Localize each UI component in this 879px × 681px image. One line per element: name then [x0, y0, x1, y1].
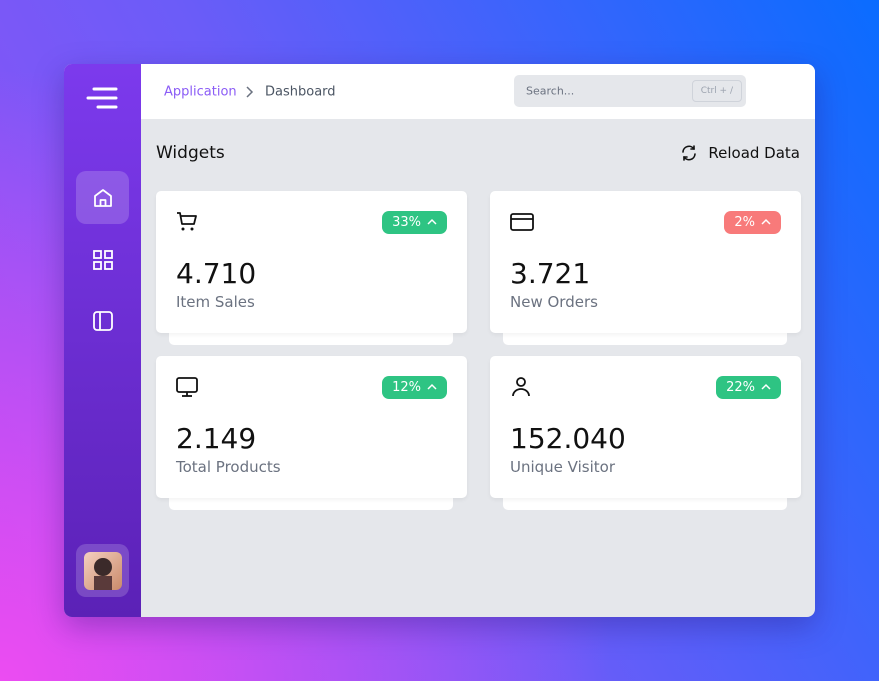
- nav-home[interactable]: [76, 171, 129, 224]
- trend-arrow: [761, 380, 771, 395]
- widget-card[interactable]: 12% 2.149 Total Products: [156, 356, 467, 498]
- widget-icon: [176, 211, 200, 237]
- reload-label: Reload Data: [708, 144, 800, 162]
- widget-icon: [176, 376, 200, 402]
- search-shortcut: Ctrl + /: [691, 80, 742, 102]
- change-value: 12%: [392, 380, 421, 395]
- widget-card[interactable]: 33% 4.710 Item Sales: [156, 191, 467, 333]
- change-badge: 2%: [724, 211, 781, 234]
- change-value: 2%: [734, 215, 755, 230]
- widget-value: 4.710: [176, 257, 257, 290]
- trend-arrow: [427, 215, 437, 230]
- change-badge: 12%: [382, 376, 447, 399]
- widget-label: New Orders: [510, 293, 598, 311]
- breadcrumb-separator: [246, 86, 254, 98]
- nav-grid[interactable]: [76, 233, 129, 286]
- widget-label: Unique Visitor: [510, 458, 615, 476]
- widget-value: 3.721: [510, 257, 591, 290]
- widget-icon: [510, 376, 534, 402]
- sidebar: [64, 64, 141, 617]
- trend-arrow: [761, 215, 771, 230]
- widget-value: 2.149: [176, 422, 257, 455]
- reload-button[interactable]: Reload Data: [680, 144, 800, 162]
- widget-value: 152.040: [510, 422, 626, 455]
- avatar[interactable]: [76, 544, 129, 597]
- search-placeholder: Search...: [526, 84, 575, 98]
- card-stack: [503, 333, 787, 345]
- trend-arrow: [427, 380, 437, 395]
- change-badge: 22%: [716, 376, 781, 399]
- breadcrumb-link[interactable]: Application: [164, 84, 237, 100]
- widget-label: Total Products: [176, 458, 281, 476]
- main: Application Dashboard Search... Ctrl + /…: [141, 64, 815, 617]
- change-badge: 33%: [382, 211, 447, 234]
- header: Application Dashboard Search... Ctrl + /: [141, 64, 815, 119]
- widget-icon: [510, 211, 534, 237]
- breadcrumb-current: Dashboard: [265, 84, 336, 100]
- menu-icon[interactable]: [86, 86, 118, 110]
- change-value: 22%: [726, 380, 755, 395]
- widget-card[interactable]: 22% 152.040 Unique Visitor: [490, 356, 801, 498]
- card-stack: [169, 498, 453, 510]
- widget-card[interactable]: 2% 3.721 New Orders: [490, 191, 801, 333]
- search-box[interactable]: Search... Ctrl + /: [514, 75, 746, 107]
- widget-label: Item Sales: [176, 293, 255, 311]
- section-title: Widgets: [156, 143, 225, 163]
- change-value: 33%: [392, 215, 421, 230]
- card-stack: [503, 498, 787, 510]
- nav-panel[interactable]: [76, 294, 129, 347]
- app-window: Application Dashboard Search... Ctrl + /…: [64, 64, 815, 617]
- card-stack: [169, 333, 453, 345]
